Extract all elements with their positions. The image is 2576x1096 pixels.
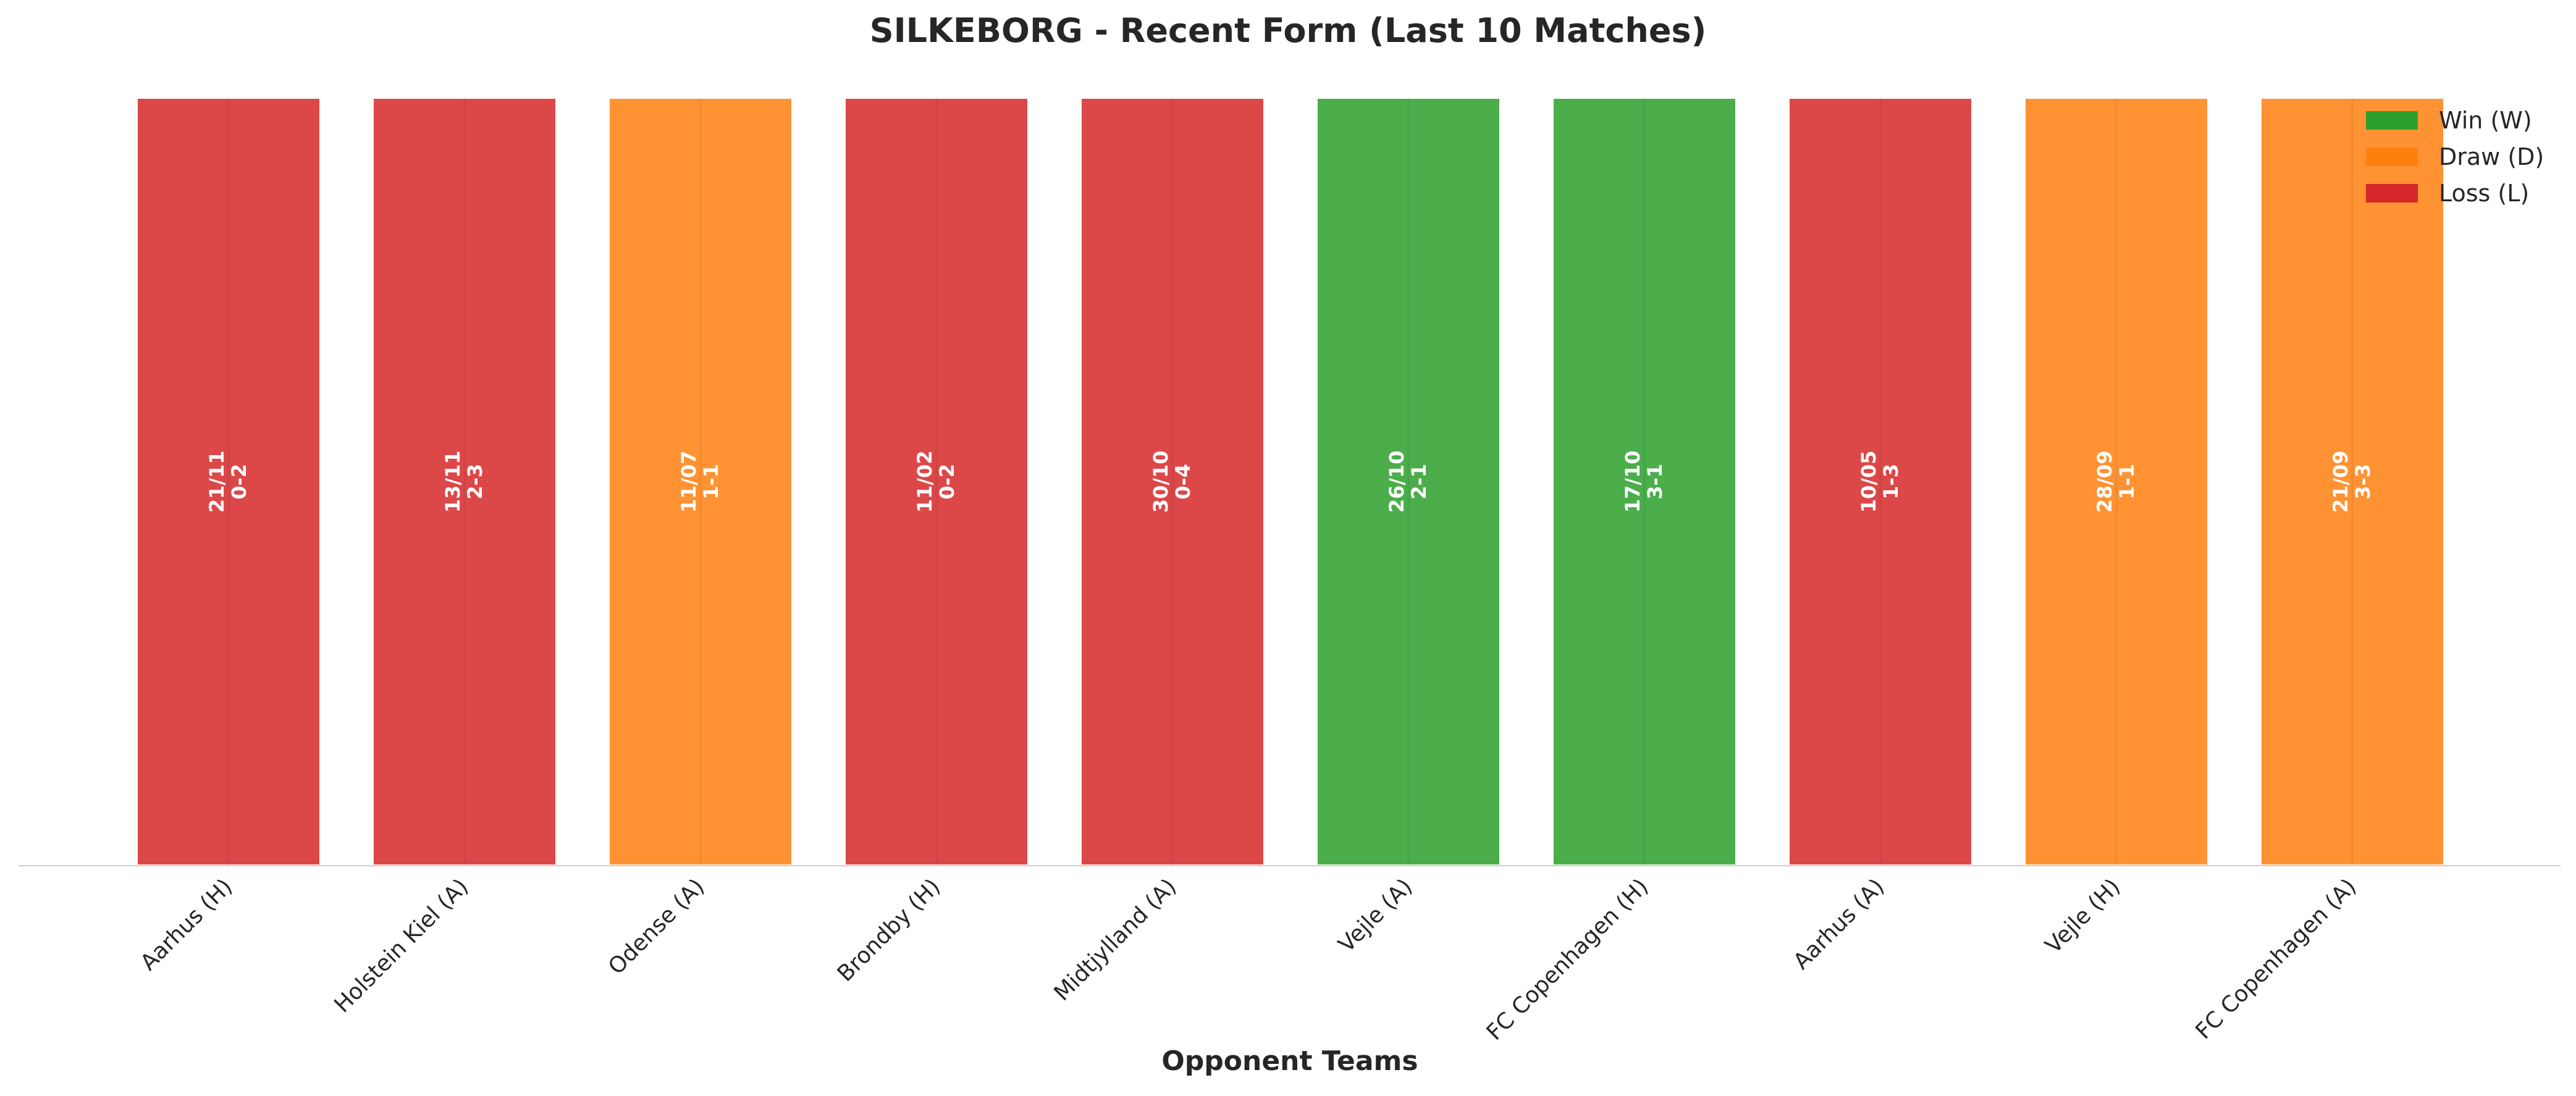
match-score: 3-1 [1643, 464, 1667, 500]
match-date: 11/07 [677, 451, 701, 513]
bar-group: 17/103-1 [1551, 96, 1738, 867]
bar [371, 96, 558, 867]
legend-label: Draw (D) [2439, 143, 2544, 170]
bar-group: 13/112-3 [371, 96, 558, 867]
match-date: 10/05 [1857, 451, 1880, 513]
x-axis-label: Opponent Teams [1161, 1045, 1418, 1077]
x-tick-label: Aarhus (A) [1788, 874, 1889, 974]
bar-data-label: 26/102-1 [1385, 451, 1431, 513]
legend-label: Win (W) [2439, 107, 2532, 134]
legend-item: Draw (D) [2366, 143, 2544, 170]
bars-layer: 21/110-2 13/112-3 11/071-1 11/020-2 30/100-4… [135, 96, 2446, 867]
match-score: 0-2 [935, 464, 959, 500]
bar [1551, 96, 1738, 867]
match-date: 28/09 [2093, 451, 2116, 513]
match-score: 0-4 [1171, 464, 1195, 500]
match-score: 2-1 [1407, 464, 1431, 500]
match-score: 1-1 [699, 464, 723, 500]
x-tick-label: Odense (A) [604, 874, 709, 979]
match-score: 1-1 [2115, 464, 2139, 500]
legend-swatch [2366, 111, 2418, 130]
x-tick-label: Holstein Kiel (A) [330, 874, 474, 1018]
bar [607, 96, 794, 867]
match-date: 26/10 [1385, 451, 1408, 513]
bar-group: 21/093-3 [2259, 96, 2446, 867]
chart-title: SILKEBORG - Recent Form (Last 10 Matches… [870, 11, 1707, 50]
match-score: 1-3 [1879, 464, 1903, 500]
bar [2259, 96, 2446, 867]
bar-group: 30/100-4 [1079, 96, 1266, 867]
bar-group: 10/051-3 [1787, 96, 1974, 867]
bar-group: 28/091-1 [2023, 96, 2210, 867]
bar [843, 96, 1030, 867]
bar-data-label: 11/071-1 [677, 451, 723, 513]
legend-label: Loss (L) [2439, 180, 2529, 207]
bar-group: 11/020-2 [843, 96, 1030, 867]
legend-swatch [2366, 184, 2418, 203]
x-tick-label: Vejle (H) [2040, 874, 2125, 958]
bar-group: 26/102-1 [1315, 96, 1502, 867]
x-tick-label: FC Copenhagen (H) [1482, 874, 1654, 1045]
match-date: 21/11 [205, 451, 229, 513]
match-date: 21/09 [2329, 451, 2352, 513]
legend-item: Loss (L) [2366, 180, 2529, 207]
bar [1079, 96, 1266, 867]
legend-item: Win (W) [2366, 107, 2532, 134]
bar-data-label: 10/051-3 [1857, 451, 1903, 513]
match-score: 2-3 [463, 464, 487, 500]
match-date: 11/02 [913, 451, 937, 513]
bar-data-label: 21/110-2 [205, 451, 251, 513]
bar-data-label: 11/020-2 [913, 451, 959, 513]
legend-swatch [2366, 148, 2418, 166]
bar-data-label: 13/112-3 [441, 451, 487, 513]
bar-data-label: 21/093-3 [2329, 451, 2375, 513]
match-date: 17/10 [1621, 451, 1644, 513]
x-tick-label: Aarhus (H) [136, 874, 238, 976]
bar-group: 11/071-1 [607, 96, 794, 867]
x-tick-labels: Aarhus (H) Holstein Kiel (A) Odense (A) Bro… [136, 874, 2362, 1045]
x-tick-label: Midtjylland (A) [1050, 874, 1182, 1006]
bar-data-label: 30/100-4 [1149, 451, 1195, 513]
legend: Win (W) Draw (D) Loss (L) [2366, 107, 2544, 207]
match-score: 0-2 [227, 464, 251, 500]
match-date: 13/11 [441, 451, 465, 513]
match-score: 3-3 [2351, 464, 2375, 500]
bar-data-label: 17/103-1 [1621, 451, 1667, 513]
bar [135, 96, 322, 867]
bar-group: 21/110-2 [135, 96, 322, 867]
x-tick-label: Vejle (A) [1334, 874, 1417, 957]
x-tick-label: Brondby (H) [833, 874, 946, 987]
x-tick-label: FC Copenhagen (A) [2191, 874, 2362, 1044]
match-date: 30/10 [1149, 451, 1172, 513]
bar-data-label: 28/091-1 [2093, 451, 2139, 513]
bar [1315, 96, 1502, 867]
